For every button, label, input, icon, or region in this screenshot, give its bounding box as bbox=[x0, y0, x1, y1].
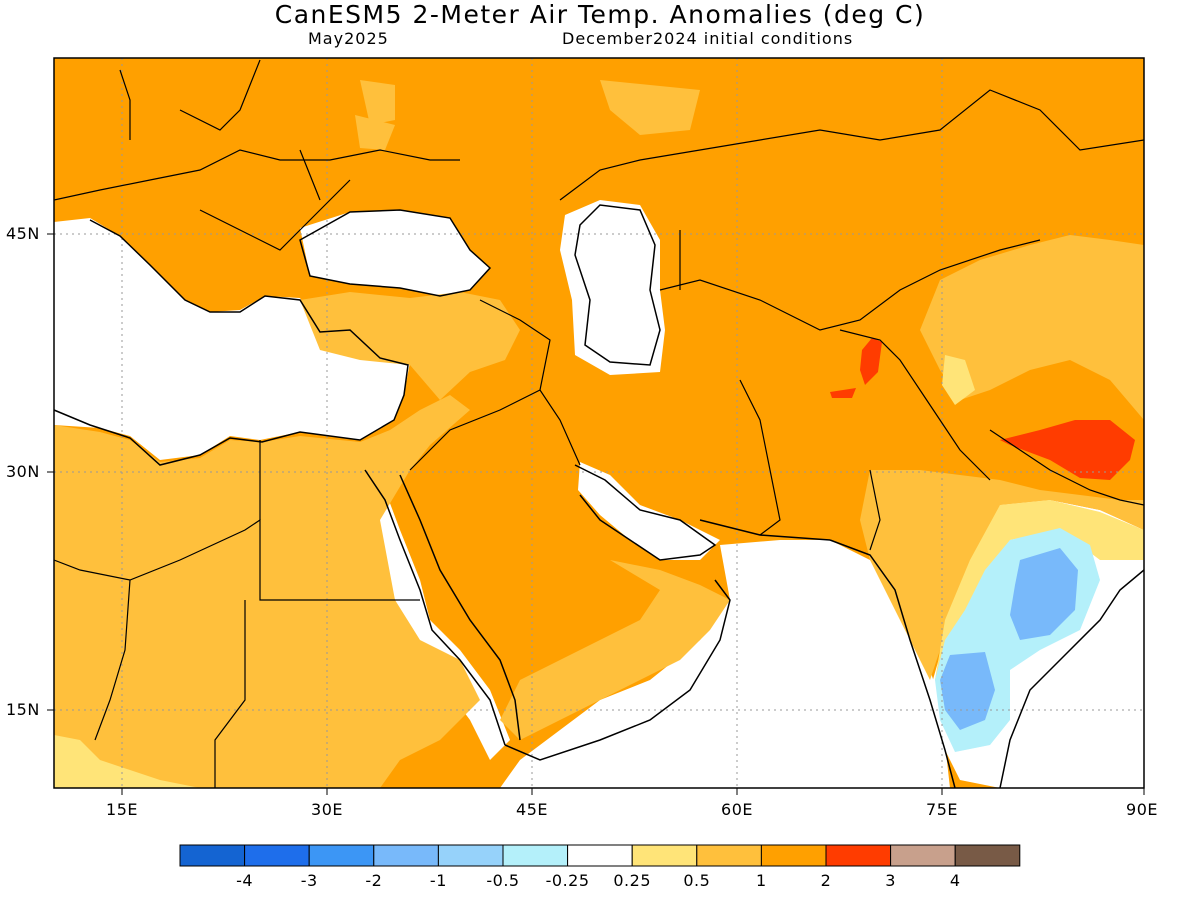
north-africa-light-orange bbox=[54, 395, 480, 788]
colorbar-tick-label: 4 bbox=[949, 871, 961, 890]
arabia-coast-light-orange bbox=[500, 560, 730, 740]
map-border bbox=[53, 57, 1145, 789]
black-sea-neutral-area bbox=[300, 210, 490, 296]
lon-label-90e: 90E bbox=[1126, 800, 1158, 819]
colorbar-swatch bbox=[825, 844, 892, 867]
sahel-pale-yellow bbox=[54, 735, 200, 788]
border-mideast-2 bbox=[479, 299, 551, 391]
colorbar-swatch bbox=[308, 844, 375, 867]
lat-label-45n: 45N bbox=[6, 224, 40, 243]
colorbar-tick-label: 1 bbox=[756, 871, 767, 890]
lon-label-30e: 30E bbox=[311, 800, 343, 819]
mediterranean-coast bbox=[54, 219, 409, 466]
colorbar-swatch bbox=[437, 844, 504, 867]
border-china-india bbox=[989, 429, 1144, 506]
arabian-sea-neutral-area bbox=[500, 540, 950, 788]
colorbar-tick-label: 0.5 bbox=[683, 871, 711, 890]
colorbar-tick-label: 0.25 bbox=[613, 871, 651, 890]
turkey-light-orange bbox=[300, 292, 520, 400]
border-europe-1 bbox=[54, 149, 460, 201]
border-africa-1 bbox=[54, 518, 420, 601]
pakistan-pale-yellow bbox=[942, 355, 975, 405]
caspian-coast bbox=[574, 204, 661, 366]
colorbar-swatch bbox=[890, 844, 956, 867]
colorbar-tick-label: -1 bbox=[429, 871, 447, 890]
colorbar-tick-label: 2 bbox=[820, 871, 832, 890]
border-central-asia bbox=[659, 239, 1041, 331]
border-africa-2 bbox=[214, 600, 246, 788]
europe-light-orange-2 bbox=[355, 115, 395, 150]
india-light-orange bbox=[860, 470, 1144, 680]
lon-label-15e: 15E bbox=[106, 800, 138, 819]
colorbar-swatch bbox=[502, 844, 569, 867]
border-kazakh bbox=[559, 89, 1144, 290]
arabia-south-coast bbox=[504, 579, 731, 761]
persian-gulf-coast bbox=[574, 464, 717, 561]
india-cool-anomaly-mid-2 bbox=[940, 652, 995, 730]
coastlines bbox=[54, 204, 1144, 788]
border-mideast-1 bbox=[409, 389, 581, 471]
lat-label-30n: 30N bbox=[6, 462, 40, 481]
colorbar-tick-label: -0.5 bbox=[486, 871, 520, 890]
colorbar-swatch bbox=[244, 844, 310, 867]
lon-label-45e: 45E bbox=[516, 800, 548, 819]
europe-light-orange-1 bbox=[360, 80, 395, 125]
china-light-orange bbox=[920, 235, 1144, 420]
colorbar-swatch bbox=[696, 844, 762, 867]
colorbar-tick-label: -0.25 bbox=[545, 871, 590, 890]
border-india-pak bbox=[869, 469, 881, 551]
border-europe-3 bbox=[199, 149, 351, 251]
central-asia-light-orange bbox=[600, 80, 700, 135]
colorbar-tick-label: -3 bbox=[300, 871, 318, 890]
india-pale-yellow bbox=[935, 500, 1144, 700]
red-sea-west-coast bbox=[364, 469, 506, 746]
black-sea-coast bbox=[299, 209, 492, 297]
colorbar-swatch bbox=[631, 844, 698, 867]
colorbar-tick-label: -2 bbox=[365, 871, 383, 890]
colorbar-swatch bbox=[179, 844, 246, 867]
valid-month-label: May2025 bbox=[308, 29, 389, 48]
initial-conditions-label: December2024 initial conditions bbox=[562, 29, 854, 48]
colorbar-swatch bbox=[954, 844, 1021, 867]
colorbar-swatch bbox=[567, 844, 633, 867]
india-east-coast bbox=[999, 569, 1144, 788]
lon-label-60e: 60E bbox=[721, 800, 753, 819]
chart-title: CanESM5 2-Meter Air Temp. Anomalies (deg… bbox=[274, 0, 926, 29]
border-europe-2 bbox=[119, 59, 261, 140]
tibet-red-anomaly bbox=[1000, 420, 1135, 480]
colorbar-tick-label: 3 bbox=[885, 871, 896, 890]
colorbar-tick-label: -4 bbox=[236, 871, 254, 890]
afghanistan-red-anomaly bbox=[860, 338, 882, 385]
border-afghan-pak bbox=[839, 329, 991, 481]
india-west-coast bbox=[829, 539, 956, 788]
map-fill-layer bbox=[54, 58, 1144, 788]
axis-ticks bbox=[47, 233, 1145, 795]
lat-label-15n: 15N bbox=[6, 700, 40, 719]
colorbar-swatch bbox=[760, 844, 827, 867]
border-iran-afghan bbox=[739, 379, 781, 536]
graticule bbox=[54, 58, 1144, 788]
india-cool-anomaly-mid-1 bbox=[1010, 548, 1078, 640]
mediterranean-neutral-area bbox=[54, 218, 410, 460]
lon-label-75e: 75E bbox=[926, 800, 958, 819]
borders bbox=[54, 59, 1144, 788]
afghanistan-red-spot bbox=[830, 388, 856, 398]
red-sea-east-coast bbox=[399, 474, 521, 741]
colorbar-swatch bbox=[373, 844, 439, 867]
border-africa-3 bbox=[94, 579, 131, 741]
